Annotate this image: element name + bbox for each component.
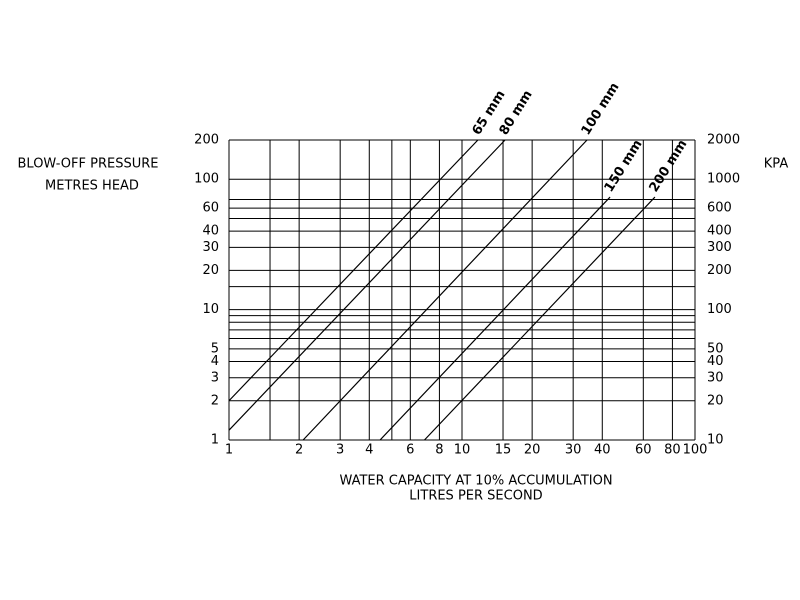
x-tick-label: 15 [495,443,512,458]
pipe-line [228,139,479,402]
y-tick-label: 20 [202,263,219,278]
x-tick-label: 60 [635,443,652,458]
y2-tick-label: 2000 [707,133,740,148]
y2-tick-label: 400 [707,224,732,239]
y-tick-label: 60 [202,201,219,216]
x-tick-label: 1 [225,443,233,458]
y-tick-label: 4 [211,354,219,369]
x-tick-label: 4 [365,443,373,458]
y2-tick-label: 10 [707,433,724,448]
y-tick-label: 3 [211,370,219,385]
y-tick-label: 1 [211,433,219,448]
y-axis-label: BLOW-OFF PRESSURE [18,157,159,172]
y-tick-label: 200 [194,133,219,148]
pipe-line [424,196,656,441]
y2-tick-label: 300 [707,240,732,255]
x-tick-label: 30 [565,443,582,458]
y2-tick-label: 20 [707,393,724,408]
y-tick-label: 2 [211,393,219,408]
series-label: 150 mm [602,137,646,195]
pipe-line [302,139,588,441]
x-axis-label: WATER CAPACITY AT 10% ACCUMULATION [339,474,612,489]
x-tick-label: 100 [683,443,708,458]
y-tick-label: 10 [202,302,219,317]
y-tick-label: 5 [211,341,219,356]
x-tick-label: 80 [664,443,681,458]
x-tick-label: 20 [524,443,541,458]
series-label: 100 mm [579,80,623,138]
x-tick-label: 10 [454,443,471,458]
x-tick-label: 2 [295,443,303,458]
pipe-line [379,196,611,441]
y-axis-label: METRES HEAD [45,179,139,194]
x-tick-label: 3 [336,443,344,458]
y2-tick-label: 50 [707,341,724,356]
pipe-line [228,139,506,431]
y2-tick-label: 30 [707,370,724,385]
y2-axis-label: KPA [764,157,789,172]
y-tick-label: 40 [202,224,219,239]
y-tick-label: 30 [202,240,219,255]
y2-tick-label: 40 [707,354,724,369]
series-label: 200 mm [647,137,691,195]
y2-tick-label: 600 [707,201,732,216]
x-tick-label: 6 [406,443,414,458]
y2-tick-label: 100 [707,302,732,317]
x-axis-label: LITRES PER SECOND [409,489,542,504]
y-tick-label: 100 [194,172,219,187]
x-tick-label: 8 [435,443,443,458]
y2-tick-label: 1000 [707,172,740,187]
y2-tick-label: 200 [707,263,732,278]
x-tick-label: 40 [594,443,611,458]
